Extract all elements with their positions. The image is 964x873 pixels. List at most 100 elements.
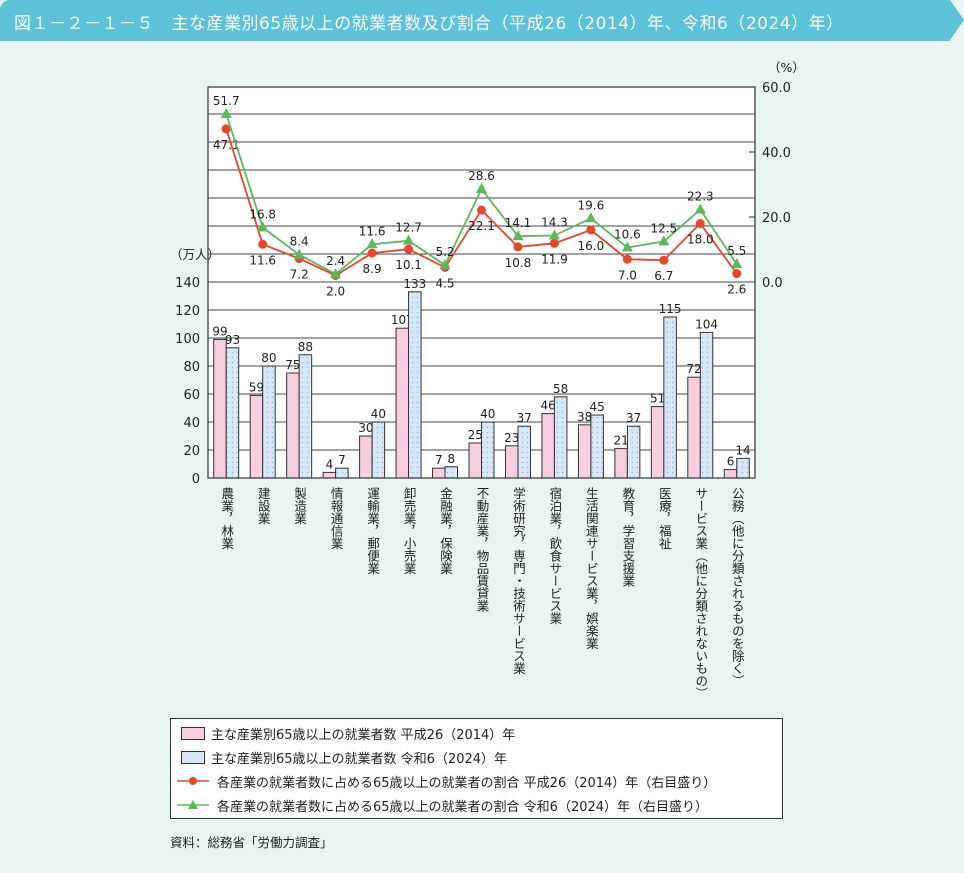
bar-value-label: 30	[358, 421, 373, 435]
bar-value-label: 75	[285, 358, 300, 372]
ratio-label: 12.7	[395, 221, 422, 235]
ratio-label: 5.5	[727, 244, 746, 258]
ratio-label: 22.3	[687, 190, 714, 204]
marker-2014	[367, 248, 377, 258]
ratio-label: 2.4	[326, 254, 345, 268]
bar-2014	[577, 424, 592, 479]
bar-2024	[298, 354, 313, 479]
marker-2014	[659, 255, 669, 265]
chart-title: 図１－２－１－５ 主な産業別65歳以上の就業者数及び割合（平成26（2014）年…	[14, 14, 844, 34]
legend-item-bar2014: 主な産業別65歳以上の就業者数 平成26（2014）年	[171, 723, 515, 743]
bar-2024	[371, 421, 386, 479]
category-label: 農業，林業	[219, 487, 235, 550]
ratio-label: 16.8	[249, 207, 276, 221]
bar-value-label: 59	[249, 380, 264, 394]
ratio-label: 28.6	[468, 169, 495, 183]
bar-2024	[335, 467, 349, 479]
title-banner: 図１－２－１－５ 主な産業別65歳以上の就業者数及び割合（平成26（2014）年…	[0, 0, 964, 41]
bar-2024	[262, 365, 276, 479]
legend-label: 各産業の就業者数に占める65歳以上の就業者の割合 平成26（2014）年（右目盛…	[217, 775, 717, 791]
bar-2024	[663, 316, 677, 479]
bar-2014	[541, 413, 555, 479]
ratio-label: 2.6	[727, 283, 746, 297]
bar-value-label: 37	[626, 411, 641, 425]
marker-2024	[439, 259, 451, 270]
marker-2014	[732, 269, 742, 279]
marker-2014	[404, 244, 414, 254]
bar-value-label: 107	[391, 313, 414, 327]
bar-2014	[650, 406, 665, 479]
green-triangle-line-icon	[177, 800, 209, 809]
ratio-label: 12.5	[650, 221, 677, 235]
bar-value-label: 80	[261, 351, 276, 365]
left-axis-label: （万人）	[170, 247, 220, 262]
bar-value-label: 14	[735, 443, 750, 457]
bar-2024	[736, 457, 750, 479]
marker-2024	[330, 268, 342, 279]
bar-2014	[395, 327, 410, 479]
bar-value-label: 93	[225, 333, 240, 347]
marker-2024	[476, 183, 487, 194]
marker-2024	[257, 221, 269, 232]
bar-2014	[249, 394, 264, 479]
legend-label: 主な産業別65歳以上の就業者数 平成26（2014）年	[211, 727, 516, 743]
marker-2014	[221, 124, 231, 134]
ratio-label: 19.6	[578, 198, 605, 212]
marker-2024	[694, 203, 706, 214]
marker-2014	[622, 254, 632, 264]
marker-2014	[513, 242, 523, 252]
bar-value-label: 40	[371, 407, 386, 421]
right-tick-label: 60.0	[762, 81, 791, 96]
bar-value-label: 38	[577, 410, 592, 424]
ratio-label: 11.9	[541, 252, 568, 266]
category-label: 製造業	[292, 487, 308, 525]
ratio-label: 14.3	[541, 216, 568, 230]
marker-2014	[549, 238, 559, 248]
bar-value-label: 25	[468, 428, 483, 442]
bar-2014	[432, 467, 446, 479]
marker-2014	[586, 225, 596, 235]
left-tick-label: 140	[175, 276, 200, 291]
left-tick-label: 40	[183, 416, 200, 431]
ratio-label: 10.8	[505, 256, 532, 270]
marker-2024	[403, 234, 415, 245]
category-label: 運輸業，郵便業	[365, 487, 381, 575]
bar-value-label: 7	[435, 453, 443, 467]
bar-value-label: 23	[504, 431, 519, 445]
ratio-label: 10.6	[614, 228, 641, 242]
category-label: 公務（他に分類されるものを除く）	[729, 487, 745, 687]
marker-2024	[621, 241, 633, 252]
bar-2024	[225, 347, 240, 479]
bar-value-label: 72	[686, 362, 701, 376]
bar-2024	[626, 425, 641, 479]
legend-label: 各産業の就業者数に占める65歳以上の就業者の割合 令和6（2024）年（右目盛り…	[217, 799, 709, 815]
category-label: 卸売業，小売業	[401, 487, 417, 575]
category-label: 学術研究，専門・技術サービス業	[510, 487, 526, 675]
right-tick-label: 20.0	[762, 211, 791, 226]
source-note: 資料：総務省「労働力調査」	[170, 835, 333, 850]
marker-2024	[548, 229, 560, 240]
bar-value-label: 104	[695, 317, 718, 331]
category-label: 建設業	[255, 487, 271, 525]
ratio-label: 14.1	[505, 216, 532, 230]
marker-2024	[220, 107, 232, 118]
ratio-label: 2.0	[326, 285, 345, 299]
bar-2024	[699, 331, 714, 479]
legend: 主な産業別65歳以上の就業者数 平成26（2014）年 主な産業別65歳以上の就…	[170, 718, 783, 819]
bar-2014	[614, 448, 628, 479]
red-circle-line-icon	[177, 777, 209, 785]
right-tick-label: 0.0	[762, 276, 783, 291]
ratio-label: 4.5	[435, 276, 454, 290]
left-tick-label: 100	[175, 332, 200, 347]
bar-value-label: 37	[517, 411, 532, 425]
bar-2014	[723, 469, 738, 479]
bar-2014	[468, 442, 482, 479]
bar-value-label: 6	[727, 455, 735, 469]
ratio-label: 5.2	[435, 245, 454, 259]
marker-2014	[258, 239, 268, 249]
bar-2014	[687, 376, 701, 479]
bar-2014	[359, 435, 373, 479]
legend-item-bar2024: 主な産業別65歳以上の就業者数 令和6（2024）年	[171, 747, 507, 767]
ratio-label: 16.0	[578, 239, 605, 253]
marker-2024	[658, 235, 670, 246]
